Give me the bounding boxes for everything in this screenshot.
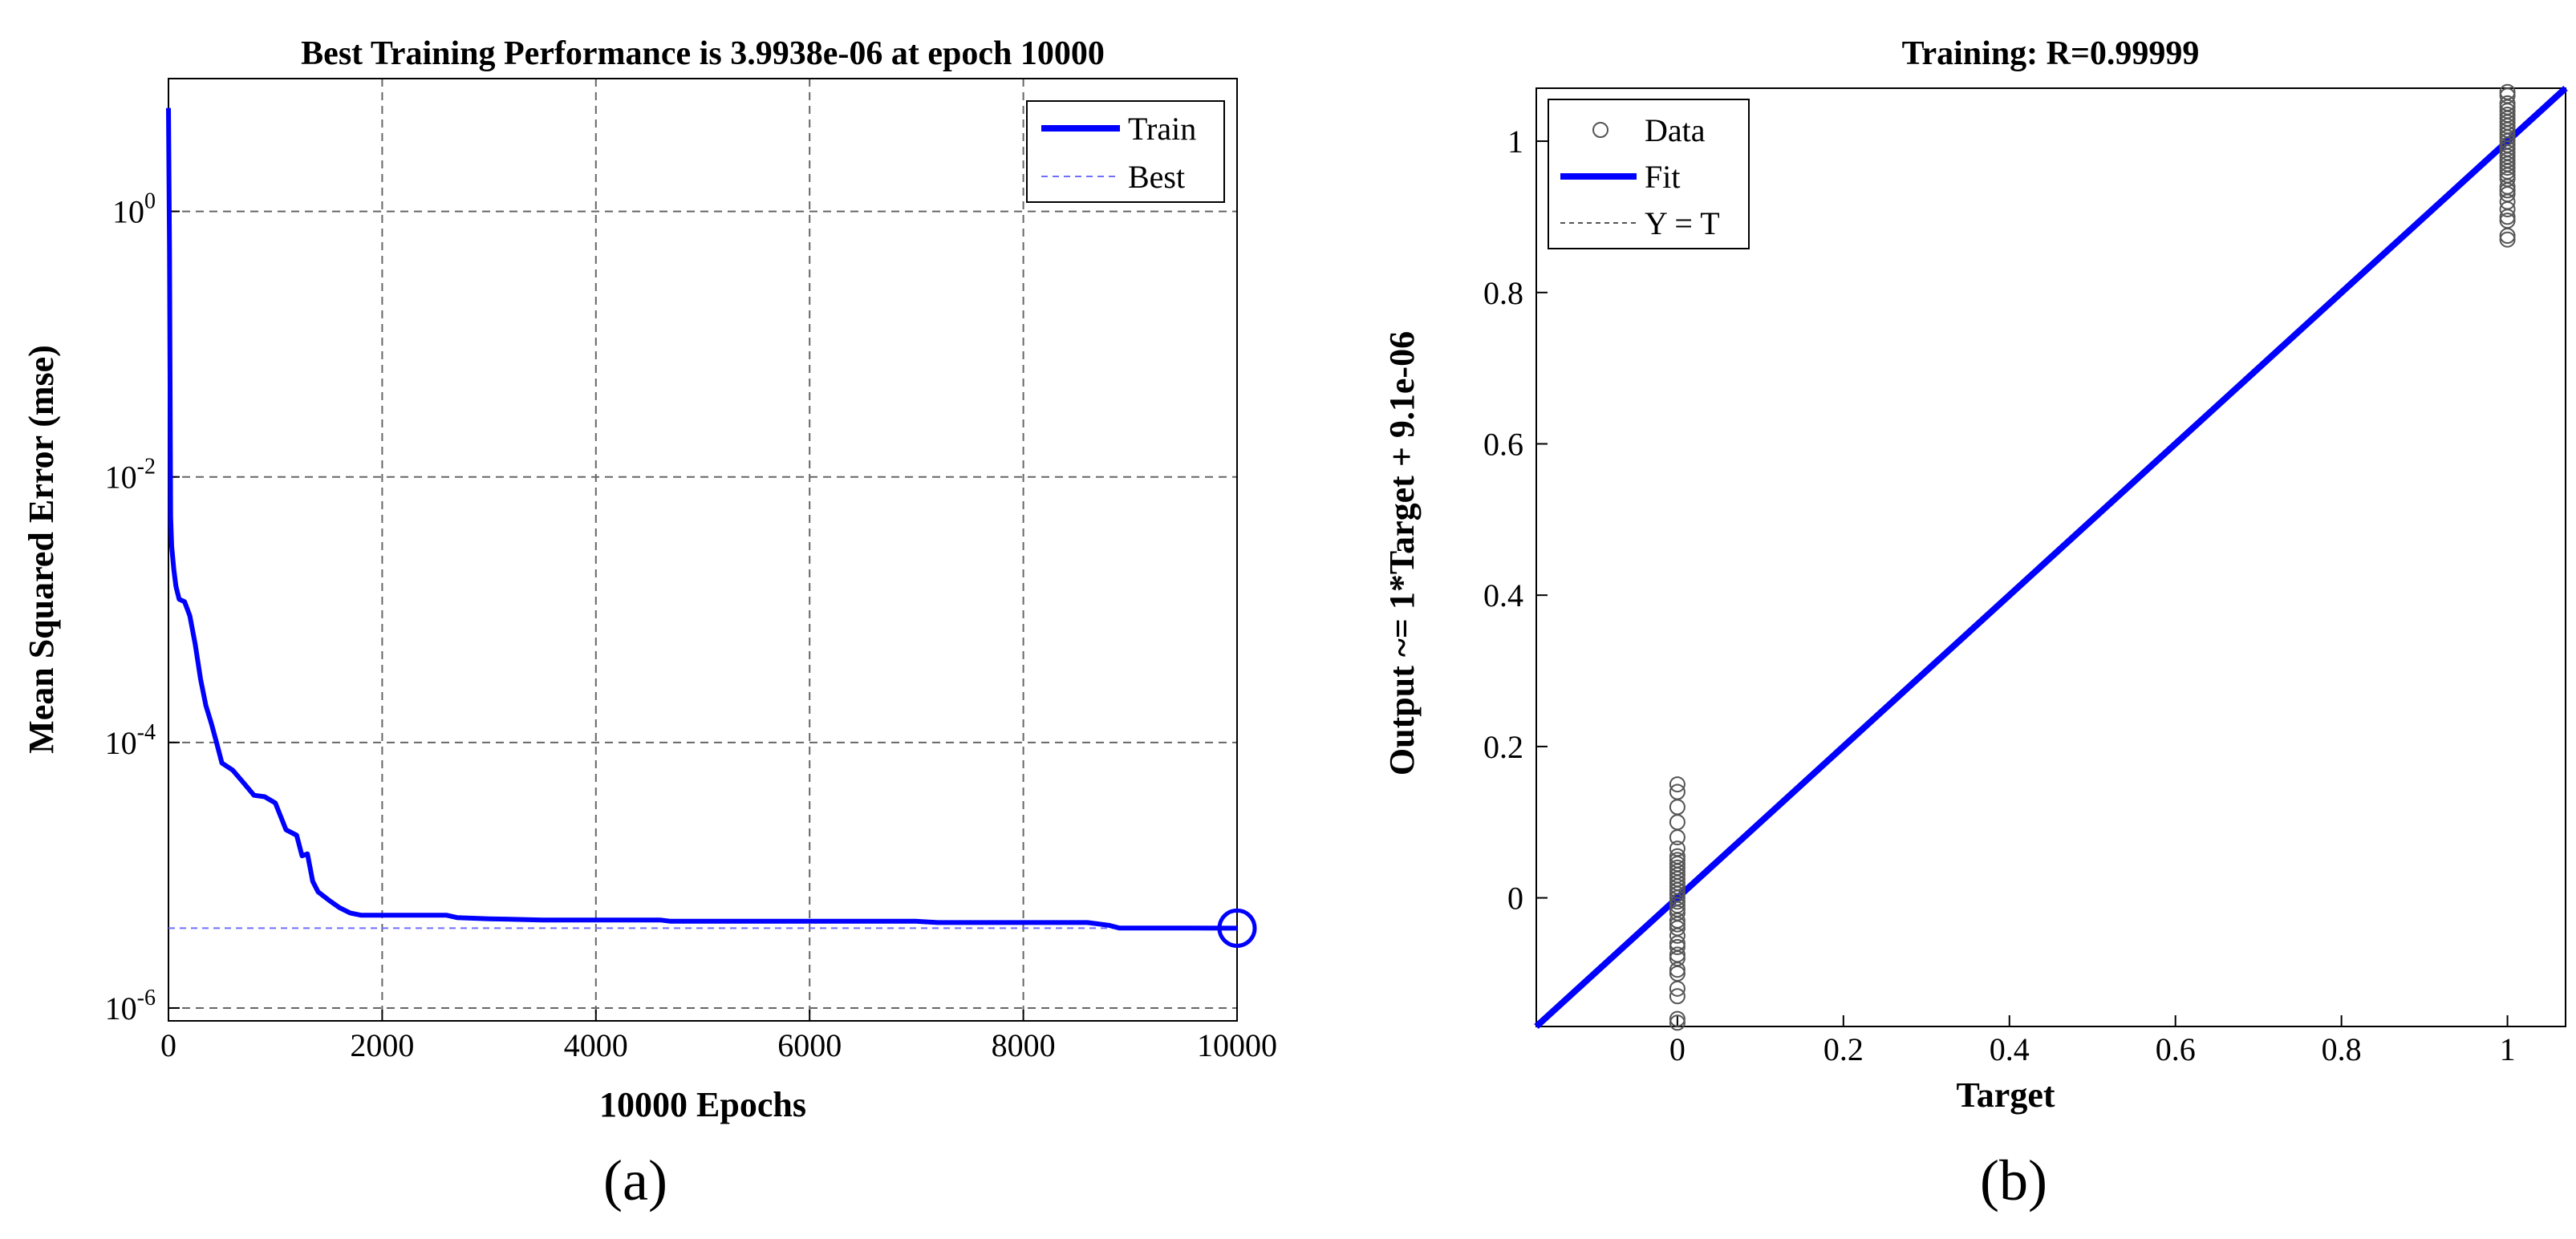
x-tick-label: 4000 [564,1027,628,1063]
x-tick-label: 10000 [1197,1027,1277,1063]
data-point [1669,980,1686,997]
performance-chart: Best Training Performance is 3.9938e-06 … [22,35,1277,1213]
data-point [2499,231,2516,248]
data-point [1669,799,1686,816]
data-point [1669,988,1686,1005]
y-tick-base: 10 [105,460,137,496]
chart-b-xlabel: Target [1956,1075,2055,1115]
chart-a-grid [168,79,1237,1021]
fit-line [1534,86,2568,1029]
data-point [1669,1010,1686,1027]
legend-train-label: Train [1128,111,1196,147]
chart-b-series [1534,86,2568,1029]
chart-b-plot-area [1535,87,2566,1027]
best-point-marker [1217,908,1257,948]
y-tick-label: 0.4 [1483,577,1523,613]
y-tick-base: 10 [105,725,137,761]
data-point [1669,927,1686,944]
legend-data-swatch [1592,122,1608,138]
train-line [166,107,1238,931]
chart-a-xlabel: 10000 Epochs [599,1085,806,1124]
y-tick-exponent: 0 [144,189,156,214]
data-point [1669,938,1686,955]
chart-a-ylabel: Mean Squared Error (mse) [22,345,61,754]
data-point [1669,1014,1686,1031]
data-point [1669,776,1686,793]
chart-a-legend: Train Best [1026,100,1225,203]
panel-label-a: (a) [603,1148,667,1213]
legend-data-label: Data [1645,112,1706,148]
data-point [2499,83,2516,100]
y-tick-label: 0.2 [1483,729,1523,765]
x-tick-label: 0.4 [1990,1031,2030,1067]
data-point [2499,200,2516,217]
x-tick-label: 0.8 [2322,1031,2362,1067]
y-tick-label: 10-2 [105,455,156,496]
chart-b-legend: Data Fit Y = T [1548,99,1750,249]
x-tick-label: 0.2 [1823,1031,1864,1067]
x-tick-label: 0 [160,1027,176,1063]
y-tick-label: 10-6 [105,986,156,1026]
y-tick-base: 10 [105,990,137,1026]
legend-best-label: Best [1128,159,1185,195]
y-tick-label: 1 [1507,123,1523,160]
data-point [1669,962,1686,978]
chart-a-series [166,107,1238,931]
chart-a-title: Best Training Performance is 3.9938e-06 … [301,35,1105,72]
y-tick-label: 0.6 [1483,426,1523,462]
chart-b-data-points [1669,83,2516,1031]
data-point [2499,160,2516,176]
y-tick-label: 10-4 [105,720,156,761]
y-tick-base: 10 [112,194,144,230]
chart-b-ylabel: Output ~= 1*Target + 9.1e-06 [1382,331,1422,775]
chart-b-title: Training: R=0.99999 [1902,35,2200,72]
x-tick-label: 0.6 [2156,1031,2196,1067]
panel-label-b: (b) [1980,1148,2047,1213]
y-tick-label: 100 [112,189,156,230]
data-point [1669,814,1686,831]
x-tick-label: 2000 [350,1027,414,1063]
x-tick-label: 0 [1669,1031,1686,1067]
data-point [1669,829,1686,846]
data-point [2499,227,2516,244]
legend-fit-label: Fit [1645,159,1680,195]
data-point [1669,965,1686,982]
data-point [2499,213,2516,229]
data-point [1669,916,1686,933]
data-point [1669,950,1686,967]
y-tick-label: 0 [1507,881,1523,917]
chart-a-plot-area [168,78,1238,1022]
data-point [2499,182,2516,199]
data-point [1669,893,1686,910]
x-tick-label: 8000 [992,1027,1056,1063]
legend-yt-label: Y = T [1645,205,1720,241]
x-tick-label: 6000 [777,1027,842,1063]
y-tick-label: 0.8 [1483,275,1523,311]
y-tick-exponent: -6 [137,986,156,1010]
y-tick-exponent: -2 [137,455,156,480]
regression-chart: Training: R=0.99999 0 0.2 0.4 0.6 0.8 1 0 0.2 0.… [1382,35,2568,1213]
x-tick-label: 1 [2500,1031,2516,1067]
y-tick-exponent: -4 [137,720,156,745]
chart-b-ticks: 0 0.2 0.4 0.6 0.8 1 0 0.2 0.4 0.6 0.8 1 [1483,123,2516,1067]
data-point [2499,209,2516,225]
